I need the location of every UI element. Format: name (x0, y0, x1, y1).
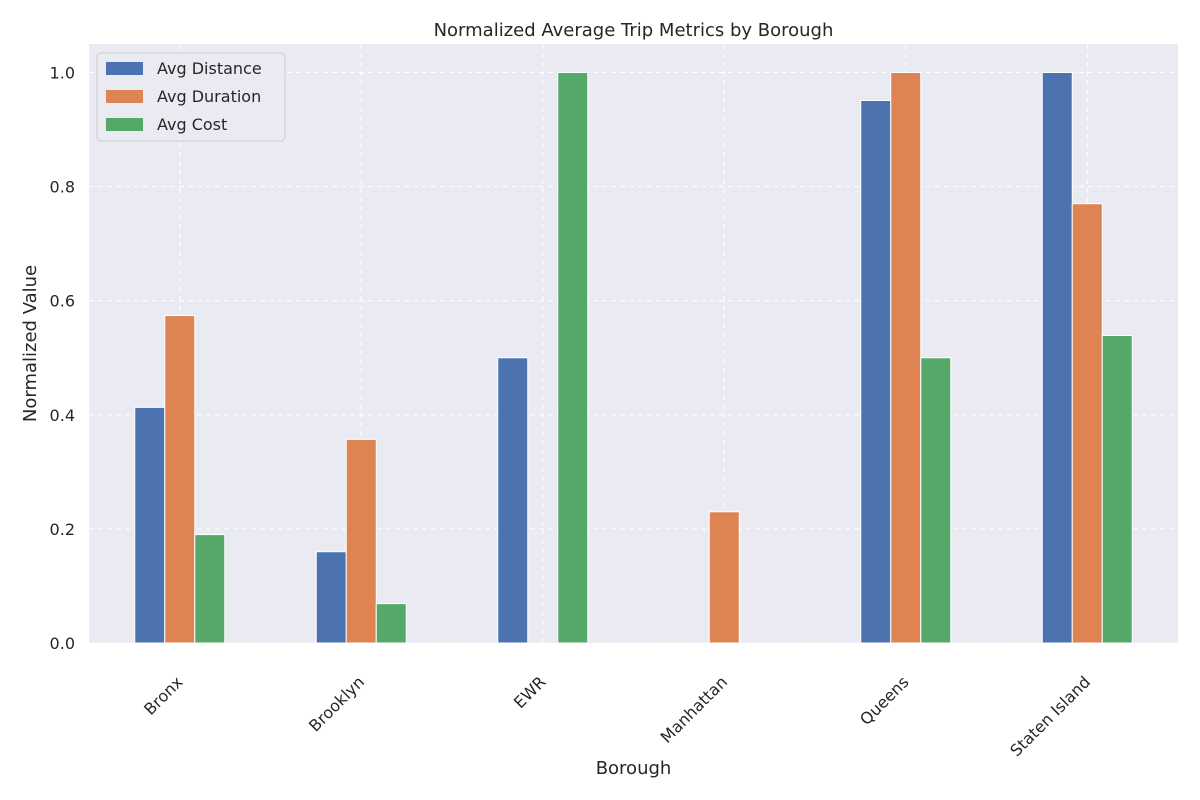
y-tick-label: 0.4 (50, 406, 75, 425)
y-tick-label: 0.6 (50, 292, 75, 311)
bar (134, 406, 166, 644)
bar (860, 99, 892, 644)
bar (375, 603, 407, 644)
legend-swatch (106, 90, 143, 103)
bar (164, 315, 196, 644)
x-tick-label: Queens (856, 672, 913, 729)
bar (1041, 72, 1073, 644)
bar (194, 534, 226, 644)
x-tick-label: Staten Island (1006, 672, 1094, 760)
x-tick-label: Manhattan (657, 672, 731, 746)
bar (557, 72, 589, 644)
bar (890, 72, 922, 644)
y-tick-label: 0.0 (50, 634, 75, 653)
y-tick-label: 0.8 (50, 178, 75, 197)
bar (1071, 203, 1103, 644)
bars (134, 72, 1133, 644)
bar (1101, 335, 1133, 644)
legend-entry: Avg Cost (157, 115, 227, 134)
y-axis-ticks: 0.0 0.2 0.4 0.6 0.8 1.0 (50, 64, 75, 653)
legend: Avg Distance Avg Duration Avg Cost (96, 52, 286, 142)
y-tick-label: 0.2 (50, 520, 75, 539)
legend-swatch (106, 118, 143, 131)
legend-entry: Avg Duration (157, 87, 261, 106)
y-axis-label: Normalized Value (20, 265, 41, 422)
x-axis-label: Borough (596, 758, 672, 779)
bar (920, 357, 952, 644)
x-tick-label: Bronx (140, 672, 186, 718)
legend-swatch (106, 62, 143, 75)
bar (497, 357, 529, 644)
x-tick-label: EWR (510, 672, 550, 712)
bar (345, 438, 377, 644)
x-axis-ticks: Bronx Brooklyn EWR Manhattan Queens Staten Is… (140, 672, 1094, 760)
y-tick-label: 1.0 (50, 64, 75, 83)
chart-title: Normalized Average Trip Metrics by Borou… (434, 20, 834, 41)
plot-area (89, 44, 1178, 643)
legend-box (96, 52, 286, 142)
legend-entry: Avg Distance (157, 59, 262, 78)
bar (708, 511, 740, 644)
bar (315, 551, 347, 644)
x-tick-label: Brooklyn (305, 672, 368, 735)
